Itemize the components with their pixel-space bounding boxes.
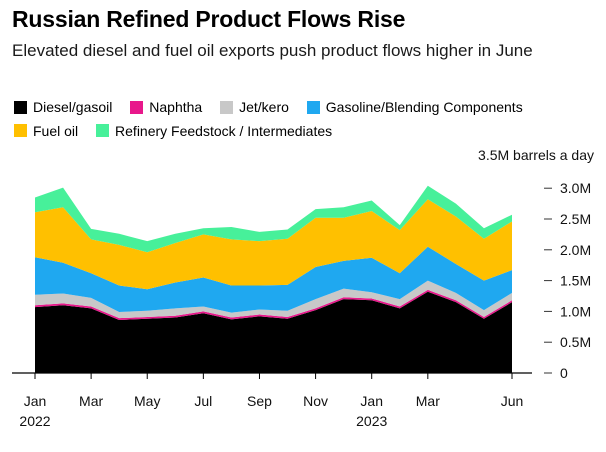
legend-item-gasoline: Gasoline/Blending Components — [306, 96, 523, 118]
x-tick-label-3: Jul — [194, 393, 212, 409]
y-tick-label-2: 1.0M — [560, 303, 591, 319]
y-tick-label-6: 3.0M — [560, 180, 591, 196]
legend-swatch-diesel — [14, 100, 27, 114]
legend-label-naphtha: Naphtha — [149, 99, 203, 115]
legend-swatch-gasoline — [306, 100, 320, 114]
x-tick-label-4: Sep — [247, 393, 272, 409]
area-fuel-oil — [35, 199, 512, 290]
x-tick-label-7: Mar — [416, 393, 440, 409]
y-axis-unit-label: 3.5M barrels a day — [478, 147, 594, 163]
legend-label-feedstock: Refinery Feedstock / Intermediates — [115, 122, 333, 139]
legend-item-diesel: Diesel/gasoil — [14, 96, 112, 118]
chart-title: Russian Refined Product Flows Rise — [12, 6, 406, 32]
x-tick-label-1: Mar — [79, 393, 103, 409]
x-tick-sublabel-6: 2023 — [356, 413, 387, 429]
area-jet-kero — [35, 280, 512, 319]
area-refinery-feedstock-intermediates — [35, 185, 512, 253]
legend-swatch-fuel-oil — [14, 124, 27, 137]
legend-label-diesel: Diesel/gasoil — [33, 99, 113, 115]
x-tick-label-8: Jun — [501, 393, 524, 409]
legend-swatch-feedstock — [96, 124, 110, 137]
y-tick-label-3: 1.5M — [560, 273, 591, 289]
chart-subtitle: Elevated diesel and fuel oil exports pus… — [12, 41, 533, 60]
x-tick-label-2: May — [134, 393, 160, 409]
y-tick-label-4: 2.0M — [560, 242, 591, 258]
x-tick-sublabel-0: 2022 — [19, 413, 50, 429]
legend-label-fuel-oil: Fuel oil — [33, 122, 79, 139]
x-tick-label-0: Jan — [24, 393, 47, 409]
area-gasoline-blending-components — [35, 246, 512, 313]
legend: Diesel/gasoil Naphtha Jet/kero Gasoline/… — [14, 96, 599, 143]
x-tick-label-6: Jan — [360, 393, 383, 409]
area-diesel-gasoil — [35, 291, 512, 373]
legend-label-jet: Jet/kero — [239, 99, 289, 115]
legend-swatch-naphtha — [130, 100, 144, 114]
legend-label-gasoline: Gasoline/Blending Components — [325, 99, 523, 115]
legend-item-feedstock: Refinery Feedstock / Intermediates — [96, 120, 332, 142]
y-tick-label-0: 0 — [560, 365, 568, 381]
y-tick-label-5: 2.5M — [560, 211, 591, 227]
legend-swatch-jet — [220, 100, 234, 114]
legend-item-naphtha: Naphtha — [130, 96, 202, 118]
legend-item-fuel-oil: Fuel oil — [14, 120, 78, 142]
y-tick-label-1: 0.5M — [560, 334, 591, 350]
legend-item-jet: Jet/kero — [220, 96, 289, 118]
x-tick-label-5: Nov — [303, 393, 328, 409]
